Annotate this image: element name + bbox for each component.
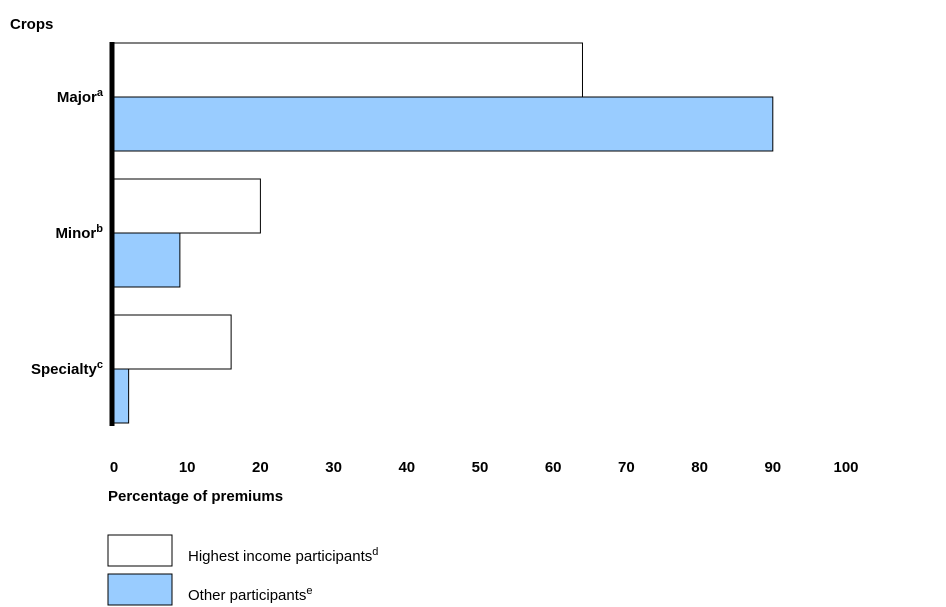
- bar-specialty-series-2: [113, 368, 130, 424]
- bar-major-series-1: [113, 42, 583, 98]
- bars-group: [113, 42, 774, 424]
- x-tick-label: 80: [691, 459, 708, 476]
- category-label-minor: Minorb: [55, 223, 103, 242]
- x-tick-label: 30: [325, 459, 342, 476]
- bar-major-series-2: [113, 96, 774, 152]
- x-tick-label: 50: [472, 459, 489, 476]
- x-tick-label: 90: [764, 459, 781, 476]
- category-label-major: Majora: [57, 87, 104, 106]
- x-tick-label: 100: [833, 459, 858, 476]
- x-tick-label: 40: [398, 459, 415, 476]
- category-label-specialty: Specialtyc: [31, 359, 103, 378]
- x-tick-label: 0: [110, 459, 118, 476]
- y-axis-title: Crops: [10, 16, 53, 33]
- x-tick-label: 70: [618, 459, 635, 476]
- legend-label-1: Highest income participantsd: [188, 546, 378, 565]
- x-tick-label: 60: [545, 459, 562, 476]
- bar-specialty-series-1: [113, 314, 232, 370]
- x-tick-labels: 0 10 20 30 40 50 60 70 80 90 100: [110, 459, 859, 476]
- legend-swatch-2: [107, 573, 173, 606]
- legend-label-2: Other participantse: [188, 585, 313, 604]
- bar-minor-series-1: [113, 178, 261, 234]
- bar-minor-series-2: [113, 232, 181, 288]
- x-tick-label: 10: [179, 459, 196, 476]
- legend: Highest income participantsd Other partic…: [107, 534, 378, 606]
- x-axis-title: Percentage of premiums: [108, 488, 283, 505]
- category-labels: Majora Minorb Specialtyc: [31, 87, 104, 378]
- legend-swatch-1: [107, 534, 173, 567]
- x-tick-label: 20: [252, 459, 269, 476]
